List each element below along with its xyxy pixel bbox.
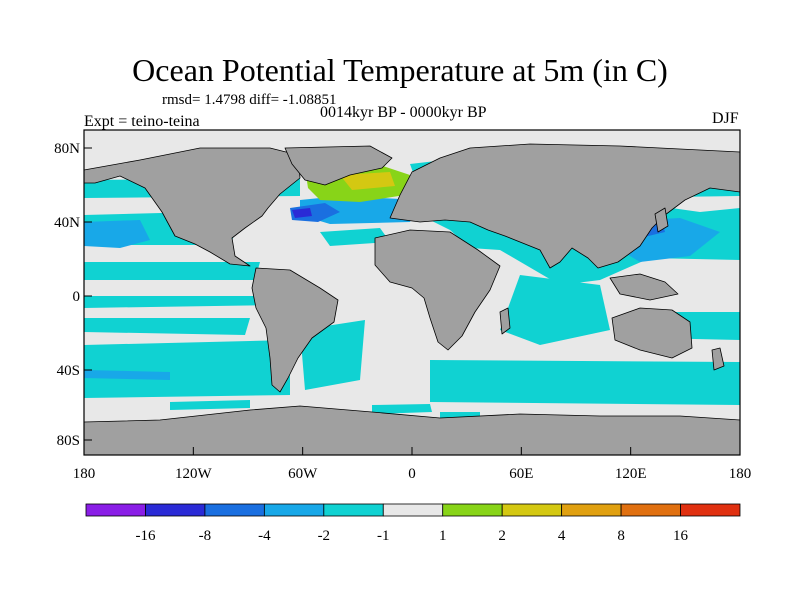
landmass-eurasia [389, 143, 741, 269]
colorbar-swatch [85, 503, 146, 517]
colorbar-swatch [680, 503, 741, 517]
x-tick-label: 0 [408, 466, 416, 482]
anomaly-minus2-fill [84, 196, 720, 380]
colorbar-label: 1 [439, 528, 447, 544]
landmass-australia [611, 307, 693, 359]
land-masses [83, 143, 741, 456]
season-label: DJF [712, 110, 739, 127]
colorbar-label: -1 [377, 528, 390, 544]
experiment-label: Expt = teino-teina [84, 113, 200, 130]
x-tick-label: 180 [729, 466, 752, 482]
x-axis: 180 120W 60W 0 60E 120E 180 [73, 447, 752, 482]
colorbar-swatch [382, 503, 444, 517]
x-tick-label: 60E [509, 466, 533, 482]
anomaly-minus8-fill [292, 208, 312, 218]
period-label: 0014kyr BP - 0000kyr BP [320, 104, 487, 121]
x-tick-label: 180 [73, 466, 96, 482]
colorbar-swatch [145, 503, 206, 517]
x-tick-label: 120E [615, 466, 647, 482]
y-tick-label: 80S [57, 433, 80, 449]
colorbar-swatch [263, 503, 325, 517]
chart-title: Ocean Potential Temperature at 5m (in C) [132, 52, 668, 88]
y-axis: 80N 40N 0 40S 80S [54, 141, 92, 449]
landmass-madagascar [499, 307, 511, 335]
y-tick-label: 80N [54, 141, 80, 157]
colorbar-swatch [620, 503, 681, 517]
colorbar-swatch [323, 503, 384, 517]
colorbar-label: -2 [318, 528, 331, 544]
landmass-greenland [284, 145, 393, 186]
colorbar-swatch [442, 503, 503, 517]
colorbar-swatch [561, 503, 622, 517]
colorbar: -16 -8 -4 -2 -1 1 2 4 8 16 [85, 503, 741, 544]
x-tick-label: 120W [175, 466, 213, 482]
landmass-maritime-asia [609, 273, 679, 301]
colorbar-label: 4 [558, 528, 566, 544]
colorbar-swatch [501, 503, 563, 517]
landmass-japan [654, 207, 669, 233]
colorbar-label: 16 [673, 528, 689, 544]
landmass-africa [374, 229, 501, 351]
y-tick-label: 0 [73, 289, 81, 305]
stats-label: rmsd= 1.4798 diff= -1.08851 [162, 92, 337, 108]
colorbar-label: -16 [135, 528, 155, 544]
x-tick-label: 60W [288, 466, 318, 482]
landmass-new-zealand [711, 347, 725, 371]
colorbar-label: -4 [258, 528, 271, 544]
colorbar-label: -8 [199, 528, 212, 544]
colorbar-label: 2 [498, 528, 506, 544]
colorbar-swatch [204, 503, 265, 517]
map-panel [83, 129, 741, 456]
y-tick-label: 40S [57, 363, 80, 379]
y-tick-label: 40N [54, 215, 80, 231]
colorbar-label: 8 [617, 528, 625, 544]
landmass-south-america [251, 267, 339, 393]
